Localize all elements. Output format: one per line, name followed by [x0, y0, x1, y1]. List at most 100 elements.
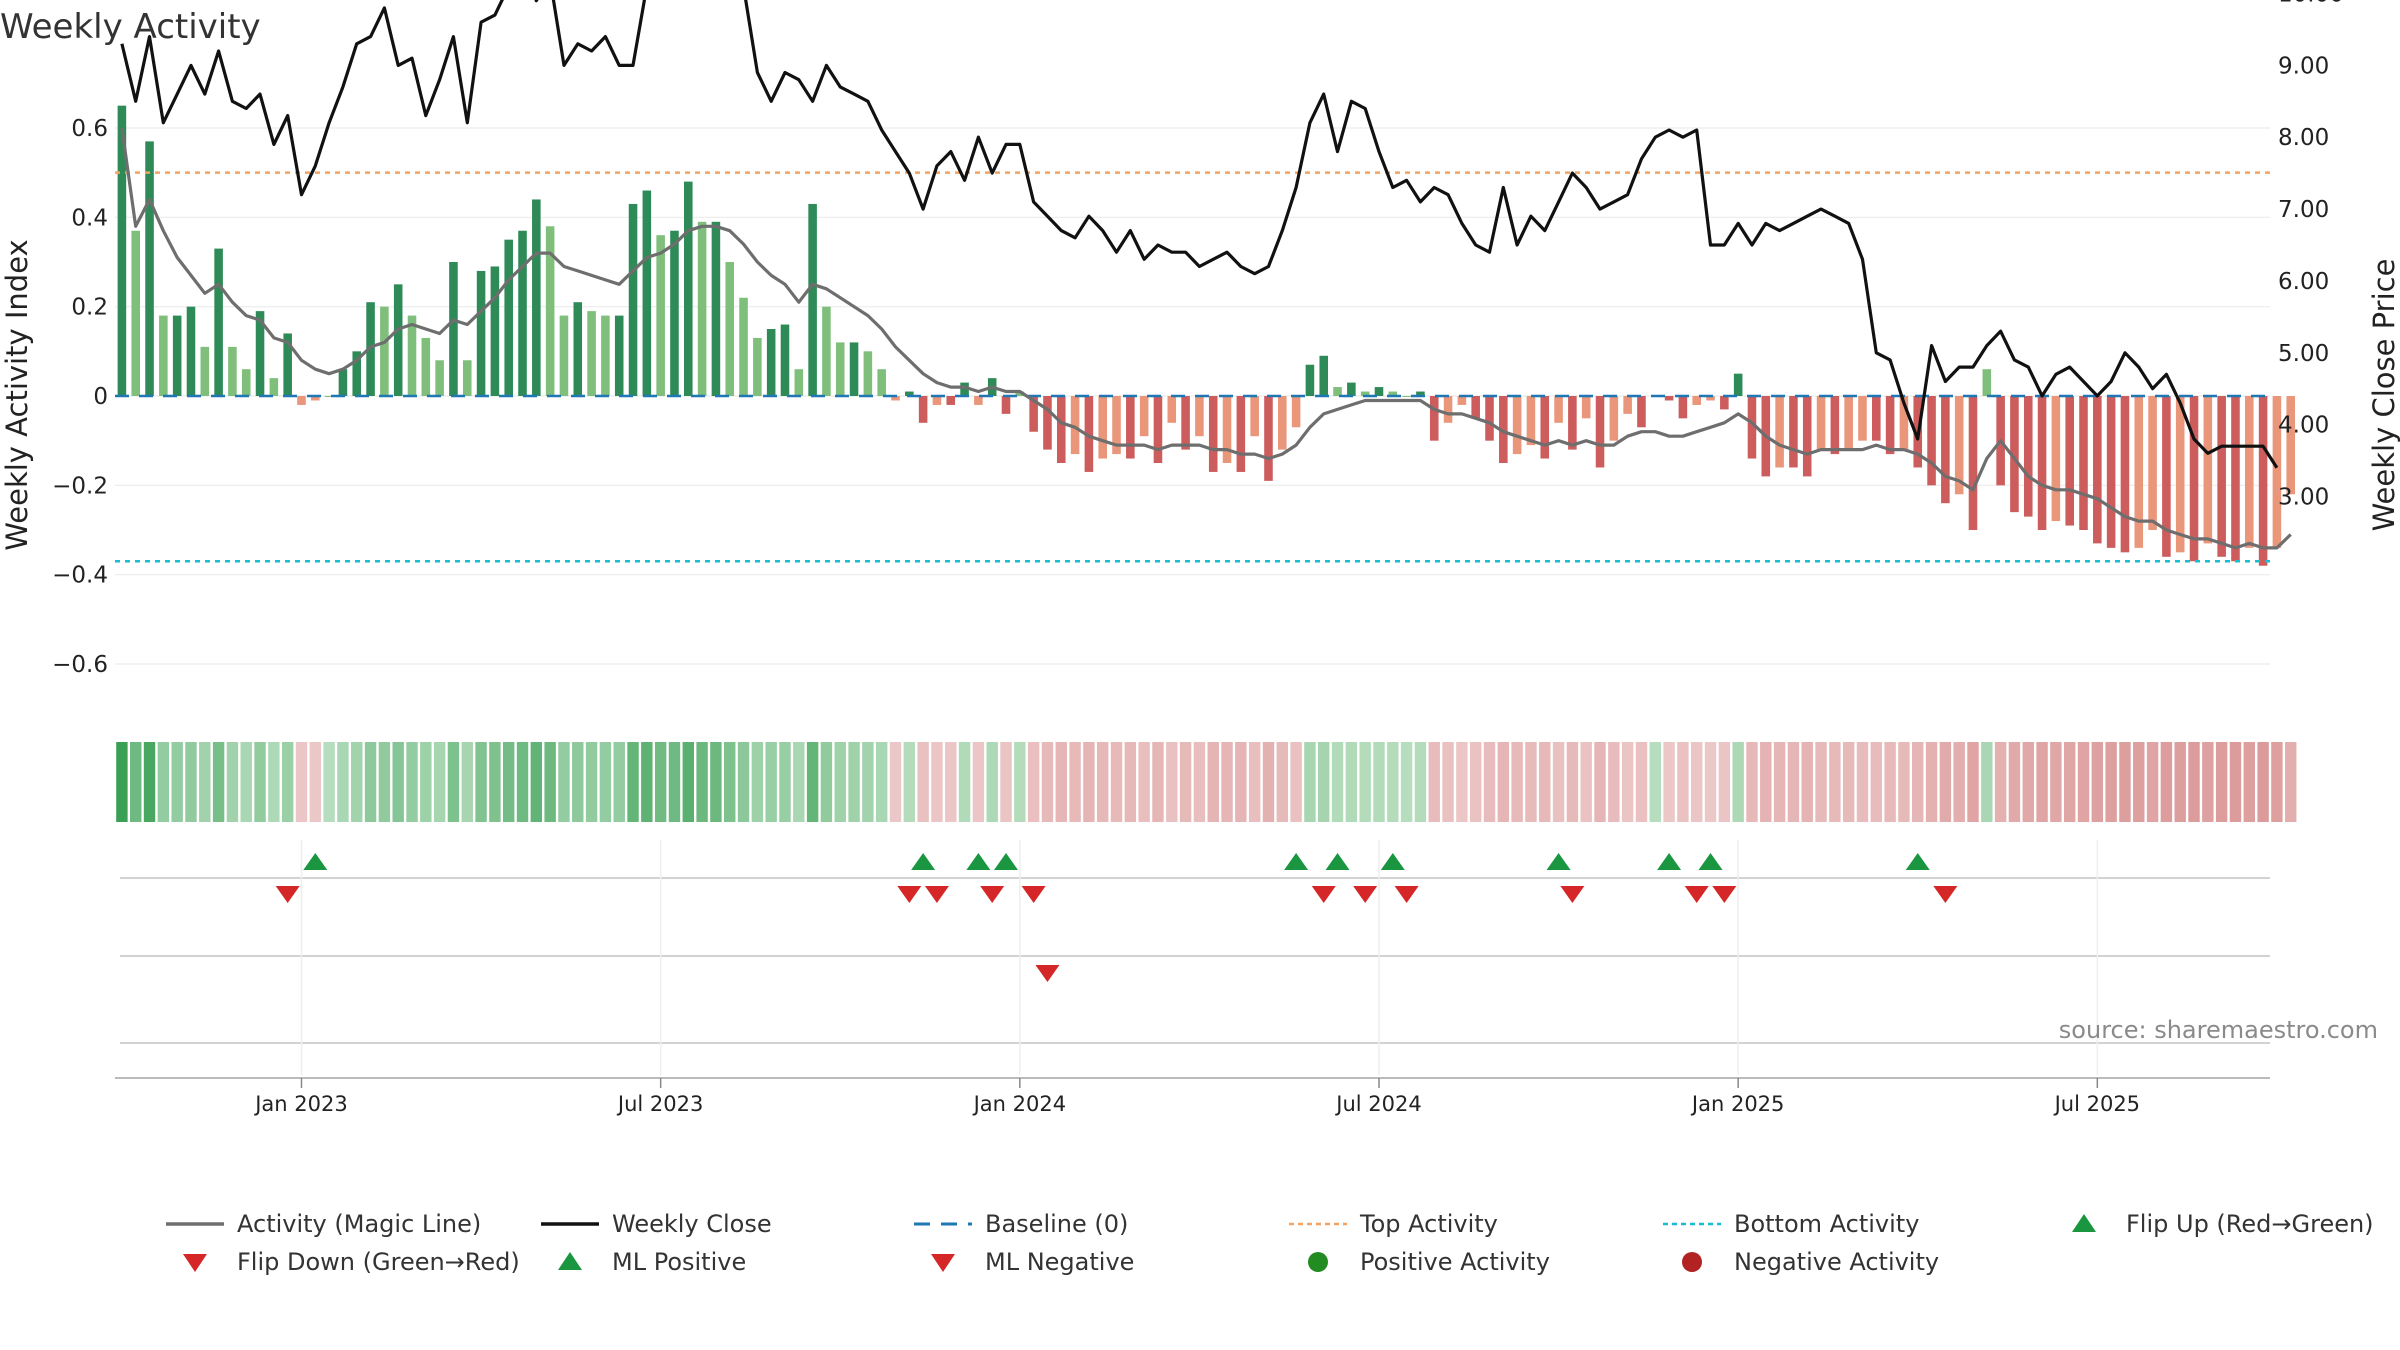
strip-cell: [641, 742, 653, 822]
strip-cell: [1373, 742, 1385, 822]
flip-down-marker: [1311, 886, 1336, 903]
strip-cell: [1787, 742, 1800, 822]
strip-cell: [475, 742, 487, 822]
y-axis-label: Weekly Activity Index: [0, 239, 34, 550]
activity-bar: [462, 360, 472, 396]
legend-label: Negative Activity: [1734, 1248, 1939, 1276]
legend-swatch: [1308, 1252, 1328, 1272]
y2-tick-label: 3.00: [2278, 484, 2329, 510]
activity-bar: [2065, 396, 2074, 526]
weekly-close-line: [120, 0, 2279, 469]
activity-bar: [2148, 396, 2157, 531]
flip-up-marker: [1325, 853, 1350, 870]
strip-cell: [986, 742, 998, 822]
activity-bar: [1278, 396, 1287, 450]
activity-bar: [1692, 396, 1701, 405]
strip-cell: [2215, 742, 2228, 822]
strip-cell: [668, 742, 681, 822]
ml-negative-marker: [1035, 965, 1060, 982]
activity-bar: [1941, 396, 1950, 504]
strip-cell: [1138, 742, 1150, 822]
strip-cell: [420, 742, 432, 822]
strip-cell: [2160, 742, 2173, 822]
strip-cell: [1511, 742, 1523, 822]
flip-down-marker: [1560, 886, 1585, 903]
activity-bar: [1775, 396, 1784, 468]
strip-cell: [1856, 742, 1869, 822]
activity-bar: [1540, 396, 1550, 459]
strip-cell: [530, 742, 543, 822]
activity-bar: [1139, 396, 1149, 437]
strip-cell: [1290, 742, 1302, 822]
y2-axis-ticks: 11.0010.009.008.007.006.005.004.003.00: [2278, 0, 2344, 510]
strip-cell: [751, 742, 764, 822]
activity-bar: [2134, 396, 2144, 548]
flip-up-marker: [994, 853, 1019, 870]
strip-cell: [2146, 742, 2159, 822]
flip-up-marker: [1380, 853, 1405, 870]
strip-cell: [1566, 742, 1579, 822]
strip-cell: [323, 742, 335, 822]
activity-bar: [656, 235, 665, 396]
strip-cell: [1539, 742, 1551, 822]
strip-cell: [1483, 742, 1496, 822]
strip-cell: [1925, 742, 1938, 822]
activity-bar: [1416, 391, 1425, 396]
activity-bar: [1360, 391, 1370, 396]
strip-cell: [2229, 742, 2242, 822]
legend-item: Weekly Close: [541, 1210, 772, 1238]
strip-cell: [558, 742, 570, 822]
strip-cell: [1179, 742, 1192, 822]
strip-cell: [1248, 742, 1261, 822]
activity-bar: [2010, 396, 2019, 513]
activity-bar: [518, 230, 527, 396]
flip-up-marker: [1546, 853, 1571, 870]
strip-cell: [1898, 742, 1910, 822]
strip-cell: [1027, 742, 1040, 822]
x-tick-label: Jan 2024: [972, 1092, 1067, 1116]
y-tick-label: −0.2: [52, 473, 108, 499]
strip-cell: [2285, 742, 2297, 822]
activity-bar: [269, 378, 279, 396]
strip-cell: [2174, 742, 2186, 822]
activity-bar: [711, 221, 721, 396]
activity-bar: [504, 239, 513, 396]
activity-bar: [1637, 396, 1646, 428]
legend-label: Flip Up (Red→Green): [2126, 1210, 2374, 1238]
activity-bar: [863, 351, 873, 396]
activity-bar: [1264, 396, 1273, 481]
activity-bar: [2162, 396, 2171, 557]
strip-cell: [1635, 742, 1648, 822]
strip-cell: [1207, 742, 1219, 822]
activity-bar: [946, 396, 956, 405]
activity-bar: [255, 311, 265, 396]
flip-down-marker: [1933, 886, 1958, 903]
flip-down-marker: [924, 886, 949, 903]
strip-cell: [1829, 742, 1841, 822]
strip-cell: [1967, 742, 1979, 822]
activity-bar: [697, 221, 707, 396]
activity-bar: [1043, 396, 1052, 450]
activity-bar: [1954, 396, 1964, 495]
activity-bar: [1581, 396, 1591, 419]
strip-cell: [2036, 742, 2048, 822]
strip-cell: [1041, 742, 1054, 822]
legend-swatch: [931, 1254, 955, 1272]
y2-tick-label: 6.00: [2278, 269, 2329, 295]
strip-cell: [889, 742, 902, 822]
activity-bar: [1485, 396, 1494, 441]
strip-cell: [295, 742, 308, 822]
activity-bar: [1816, 396, 1826, 450]
activity-bar: [1471, 396, 1480, 419]
strip-cell: [2243, 742, 2255, 822]
strip-cell: [157, 742, 170, 822]
strip-cell: [337, 742, 349, 822]
activity-bar: [311, 396, 320, 401]
y2-tick-label: 8.00: [2278, 125, 2329, 151]
activity-bar: [974, 396, 983, 405]
strip-cell: [806, 742, 819, 822]
legend-label: Bottom Activity: [1734, 1210, 1919, 1238]
strip-cell: [281, 742, 294, 822]
activity-bar: [131, 230, 141, 396]
activity-bar: [1706, 396, 1715, 401]
